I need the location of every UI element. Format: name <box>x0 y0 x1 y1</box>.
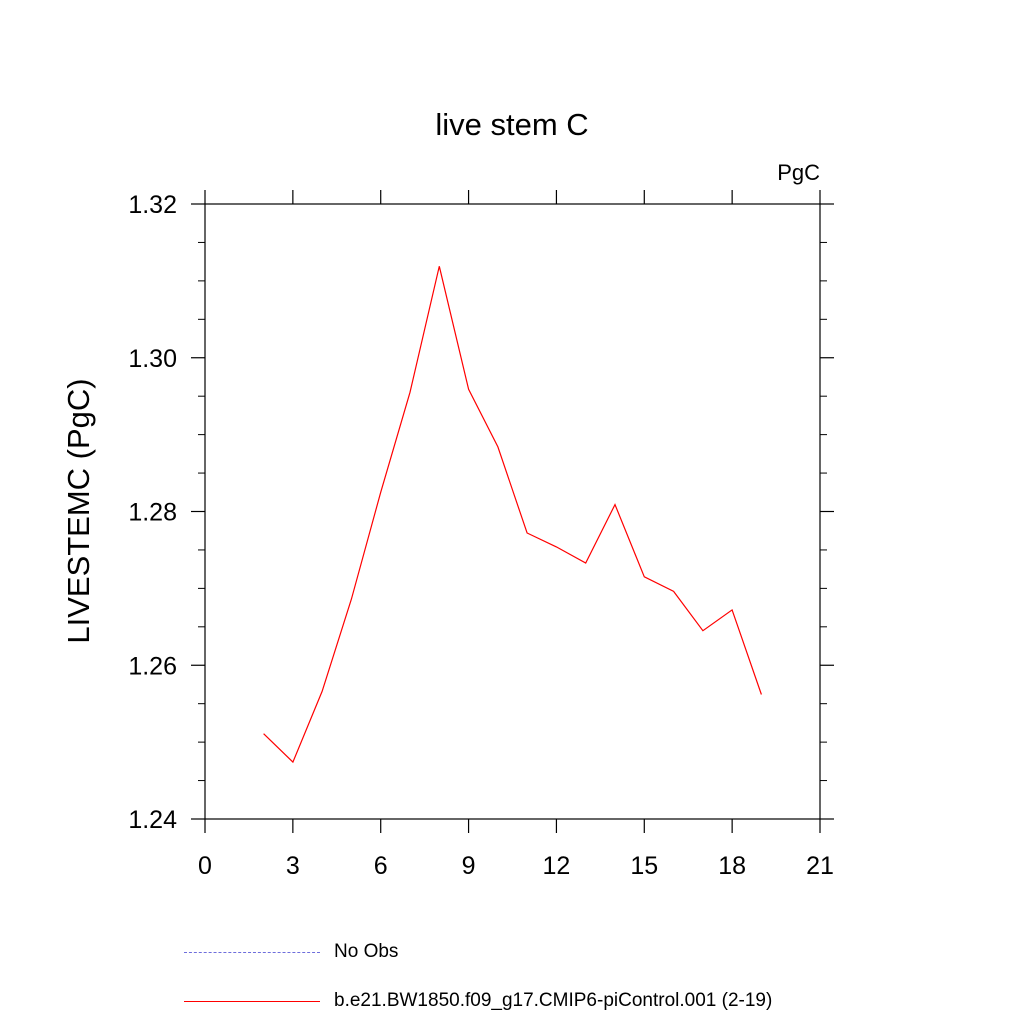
y-tick-label: 1.32 <box>128 191 177 219</box>
x-tick-label: 9 <box>462 852 476 880</box>
x-tick-label: 21 <box>806 852 834 880</box>
y-tick-label: 1.26 <box>128 652 177 680</box>
x-tick-label: 3 <box>286 852 300 880</box>
axis-ticks <box>191 190 834 833</box>
legend-swatch-solid <box>184 1001 320 1002</box>
units-label: PgC <box>777 160 820 185</box>
y-tick-label: 1.28 <box>128 499 177 527</box>
chart-title: live stem C <box>435 107 588 142</box>
legend-label-model-run: b.e21.BW1850.f09_g17.CMIP6-piControl.001… <box>334 990 773 1011</box>
legend-item-no-obs: No Obs <box>184 938 884 968</box>
plot-frame <box>204 203 821 820</box>
y-axis-label: LIVESTEMC (PgC) <box>61 378 96 643</box>
series-layer <box>263 266 762 764</box>
y-tick-label: 1.30 <box>128 345 177 373</box>
x-tick-label: 6 <box>374 852 388 880</box>
legend-item-model-run: b.e21.BW1850.f09_g17.CMIP6-piControl.001… <box>184 987 884 1017</box>
legend-label-no-obs: No Obs <box>334 941 399 962</box>
series-line <box>263 266 762 764</box>
legend-swatch-dashed <box>184 952 320 953</box>
x-tick-label: 12 <box>543 852 571 880</box>
y-tick-label: 1.24 <box>128 806 177 834</box>
x-tick-label: 0 <box>198 852 212 880</box>
x-tick-label: 15 <box>630 852 658 880</box>
x-tick-label: 18 <box>718 852 746 880</box>
axis-tick-labels: 0 3 6 9 12 15 18 21 1.24 1.26 1.28 1.30 1.32 <box>128 191 834 880</box>
